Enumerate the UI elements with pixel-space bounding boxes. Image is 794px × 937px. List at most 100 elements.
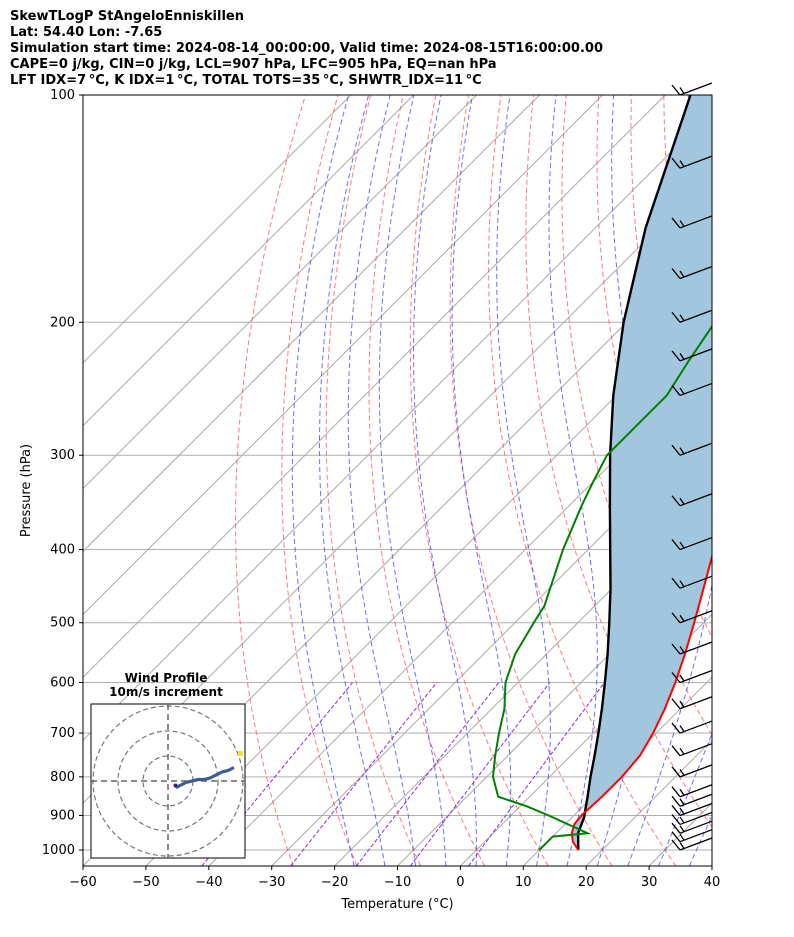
wind-barb-half-flag — [679, 674, 685, 682]
wind-barb-half-flag — [679, 220, 685, 227]
wind-barb-flag — [671, 722, 681, 734]
wind-barb-staff — [679, 793, 713, 807]
location-line: Lat: 54.40 Lon: -7.65 — [10, 25, 163, 40]
isotherm-line — [83, 95, 540, 553]
wind-barb-staff — [679, 764, 713, 778]
wind-barb-staff — [679, 493, 713, 507]
wind-barb — [671, 610, 713, 624]
wind-barb-flag — [671, 643, 681, 655]
wind-barb — [671, 669, 713, 684]
isotherm-line — [397, 550, 712, 866]
moist-adiabat — [720, 95, 794, 866]
wind-barb-half-flag — [679, 646, 685, 653]
wind-barb-flag — [671, 444, 681, 456]
wind-barb-staff — [679, 610, 713, 624]
mixing-ratio-line — [468, 682, 605, 866]
moist-adiabat — [658, 731, 712, 866]
wind-barb-staff — [679, 82, 713, 96]
dry-adiabat — [729, 95, 794, 866]
isotherm-line — [83, 95, 603, 616]
isotherm-line — [145, 299, 712, 866]
wind-barb-half-flag — [679, 387, 685, 395]
wind-barb — [671, 575, 713, 589]
isotherm-line — [271, 424, 712, 866]
wind-barb-half-flag — [679, 270, 685, 278]
wind-barb-flag — [671, 311, 681, 323]
dry-adiabat — [368, 95, 485, 866]
wind-barb-half-flag — [679, 725, 685, 732]
x-tick-label: −40 — [195, 875, 222, 890]
x-tick-label: 10 — [515, 875, 532, 890]
y-axis-label: Pressure (hPa) — [19, 444, 34, 537]
time-line: Simulation start time: 2024-08-14_00:00:… — [10, 41, 603, 56]
wind-barb — [671, 720, 713, 734]
y-tick-label: 900 — [50, 808, 75, 823]
wind-barb — [671, 764, 713, 778]
wind-barb-staff — [679, 784, 713, 798]
y-tick-label: 1000 — [42, 843, 75, 858]
dry-adiabat — [409, 95, 549, 866]
wind-barb-half-flag — [679, 807, 685, 815]
wind-barb — [671, 793, 713, 807]
isotherm-line — [83, 95, 352, 364]
wind-barb-flag — [671, 495, 681, 507]
wind-barb-staff — [679, 829, 713, 843]
x-tick-label: 20 — [578, 875, 595, 890]
dry-adiabat — [525, 95, 712, 828]
hodograph-top-marker — [238, 751, 243, 756]
wind-barb — [671, 784, 713, 798]
moist-adiabat — [319, 95, 386, 866]
x-tick-label: 0 — [456, 875, 464, 890]
wind-barb-half-flag — [679, 816, 685, 824]
dry-adiabat — [235, 95, 306, 866]
wind-barb-half-flag — [679, 87, 685, 94]
wind-barb-flag — [671, 577, 681, 589]
hodograph-line — [174, 766, 235, 789]
dry-adiabat — [281, 95, 358, 866]
isotherm-line — [522, 676, 712, 866]
wind-barb — [671, 820, 713, 834]
wind-barb-half-flag — [679, 768, 685, 776]
moist-adiabat — [378, 95, 447, 866]
wind-barb-flag — [671, 745, 681, 757]
wind-barb — [671, 442, 713, 456]
x-axis-label: Temperature (°C) — [340, 897, 453, 912]
moist-adiabat — [627, 95, 712, 866]
wind-barb-flag — [671, 698, 681, 710]
wind-barb-staff — [679, 348, 713, 362]
cape-line: CAPE=0 j/kg, CIN=0 j/kg, LCL=907 hPa, LF… — [10, 57, 497, 72]
wind-barb-staff — [679, 743, 713, 757]
wind-barb-flag — [671, 766, 681, 778]
wind-barb-half-flag — [679, 798, 685, 806]
moist-adiabat — [291, 95, 355, 866]
chart-title: SkewTLogP StAngeloEnniskillen — [10, 9, 244, 24]
wind-barb-staff — [679, 720, 713, 734]
wind-profile-title: Wind Profile — [125, 671, 208, 685]
wind-barb-flag — [671, 805, 681, 816]
wind-barb — [671, 536, 713, 551]
wind-barb-staff — [679, 382, 713, 397]
wind-barb-staff — [679, 155, 713, 169]
wind-barb — [671, 309, 713, 323]
moist-adiabat — [347, 95, 416, 866]
wind-barb-half-flag — [679, 580, 685, 588]
wind-barb-staff — [679, 215, 713, 229]
wind-barb-staff — [679, 575, 713, 589]
moist-adiabat — [496, 95, 551, 866]
y-tick-label: 300 — [50, 448, 75, 463]
wind-barb — [671, 829, 713, 843]
wind-barb — [671, 837, 713, 851]
wind-barb-flag — [671, 786, 681, 798]
y-tick-label: 500 — [50, 616, 75, 631]
mixing-ratio-line — [355, 682, 500, 866]
isotherm-line — [334, 487, 712, 866]
dry-adiabat — [488, 95, 677, 866]
y-tick-label: 100 — [50, 88, 75, 103]
wind-barb-flag — [671, 350, 681, 362]
wind-barb-half-flag — [679, 825, 685, 833]
wind-barb-staff — [679, 820, 713, 834]
wind-barb-flag — [671, 539, 681, 550]
y-tick-label: 600 — [50, 676, 75, 691]
wind-barb-half-flag — [679, 314, 685, 322]
